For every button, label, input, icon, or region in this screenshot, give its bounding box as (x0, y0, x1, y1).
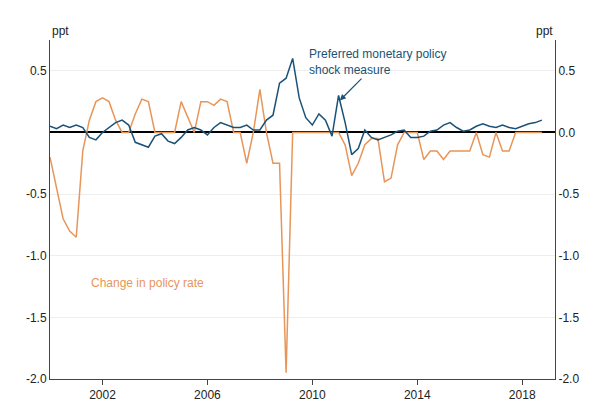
svg-text:Preferred monetary policyshock: Preferred monetary policyshock measure (309, 47, 446, 77)
svg-text:-1.5: -1.5 (26, 311, 47, 325)
svg-text:2014: 2014 (404, 388, 431, 402)
svg-text:-0.5: -0.5 (26, 187, 47, 201)
svg-text:-1.0: -1.0 (26, 249, 47, 263)
svg-text:2010: 2010 (299, 388, 326, 402)
svg-text:ppt: ppt (52, 24, 69, 38)
svg-text:0.0: 0.0 (558, 126, 575, 140)
svg-text:-1.0: -1.0 (558, 249, 579, 263)
svg-text:2006: 2006 (194, 388, 221, 402)
svg-text:ppt: ppt (536, 24, 553, 38)
svg-text:Change in policy rate: Change in policy rate (91, 276, 204, 290)
svg-text:-2.0: -2.0 (558, 372, 579, 386)
svg-text:0.5: 0.5 (558, 64, 575, 78)
svg-text:-2.0: -2.0 (26, 372, 47, 386)
svg-text:0.5: 0.5 (30, 64, 47, 78)
svg-text:2018: 2018 (509, 388, 536, 402)
svg-text:-1.5: -1.5 (558, 311, 579, 325)
svg-text:-0.5: -0.5 (558, 187, 579, 201)
svg-text:2002: 2002 (89, 388, 116, 402)
